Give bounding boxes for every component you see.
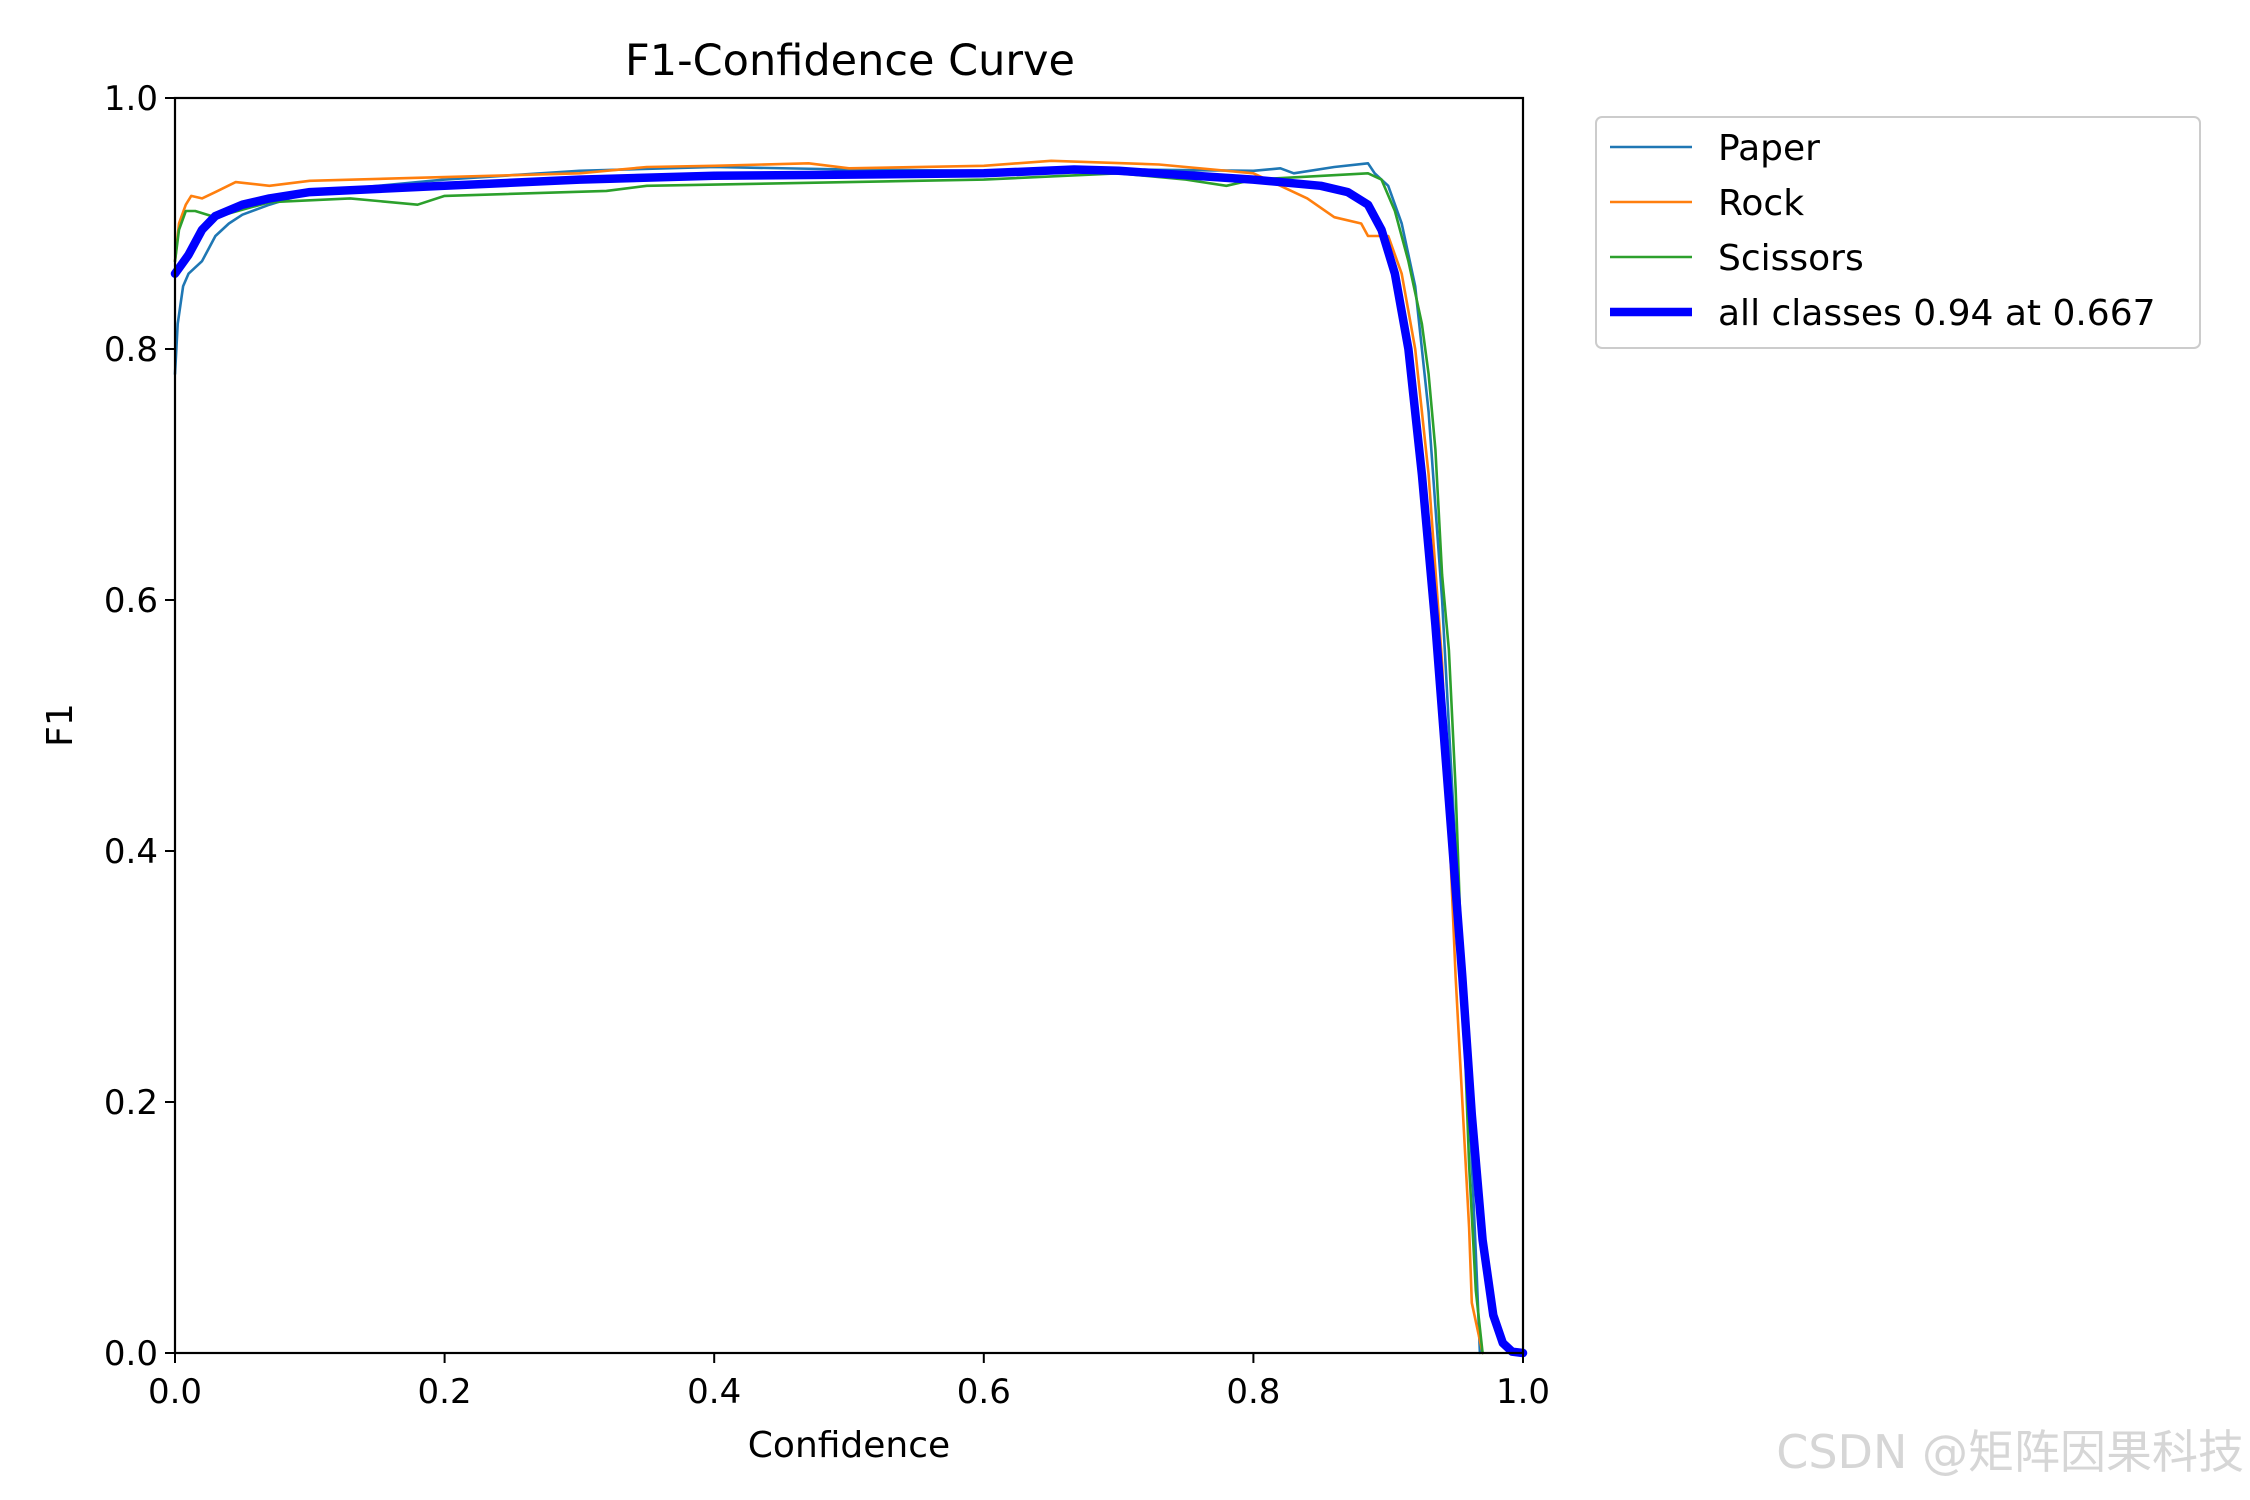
legend-label: Scissors (1718, 238, 1864, 279)
legend-box (1595, 116, 2201, 349)
x-axis-ticks: 0.0 0.2 0.4 0.6 0.8 1.0 (148, 1353, 1550, 1412)
legend-label: all classes 0.94 at 0.667 (1718, 293, 2156, 334)
y-axis-ticks: 0.0 0.2 0.4 0.6 0.8 1.0 (104, 79, 175, 1374)
series-line-rock (173, 159, 1484, 1355)
y-tick-label: 0.8 (104, 330, 158, 370)
watermark: CSDN @矩阵因果科技 (1776, 1425, 2244, 1479)
y-tick-label: 0.2 (104, 1083, 158, 1123)
y-axis-label: F1 (40, 703, 81, 747)
y-tick-label: 1.0 (104, 79, 158, 119)
x-tick-label: 0.2 (418, 1372, 472, 1412)
legend-label: Paper (1718, 128, 1820, 169)
series-line-scissors (173, 172, 1484, 1355)
x-tick-label: 0.0 (148, 1372, 202, 1412)
y-tick-label: 0.0 (104, 1334, 158, 1374)
x-axis-label: Confidence (748, 1425, 950, 1466)
x-tick-label: 0.4 (687, 1372, 741, 1412)
legend: Paper Rock Scissors all classes 0.94 at 0.6… (1595, 116, 2201, 349)
series-line-paper (173, 162, 1482, 1355)
plot-frame (173, 96, 1525, 1355)
series-layer (170, 159, 1528, 1358)
x-tick-label: 0.8 (1226, 1372, 1280, 1412)
x-tick-label: 0.6 (957, 1372, 1011, 1412)
legend-label: Rock (1718, 183, 1804, 224)
series-line-all (170, 165, 1528, 1358)
x-tick-label: 1.0 (1496, 1372, 1550, 1412)
chart-title: F1-Confidence Curve (625, 36, 1075, 86)
y-tick-label: 0.6 (104, 581, 158, 621)
y-tick-label: 0.4 (104, 832, 158, 872)
